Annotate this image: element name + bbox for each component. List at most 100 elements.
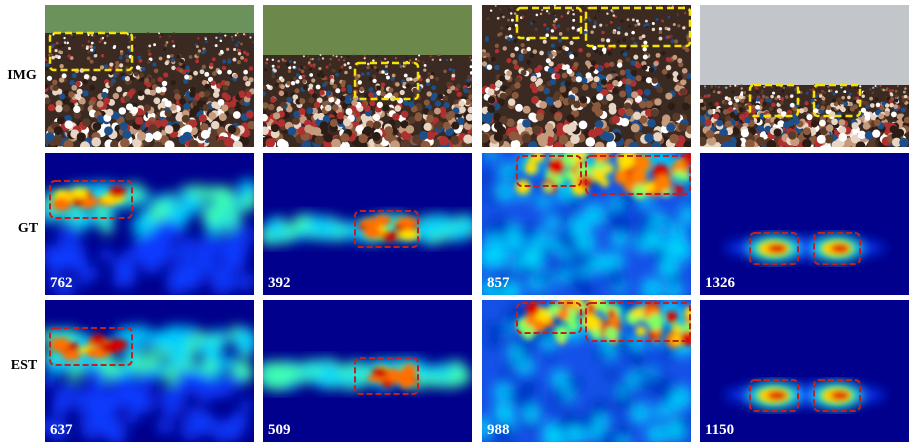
crowd-head [147,60,151,64]
crowd-head [415,114,422,121]
crowd-head [499,8,501,10]
crowd-head [265,62,268,65]
density-spot [545,216,559,230]
crowd-head [266,58,268,60]
crowd-head [384,58,386,60]
crowd-head [554,91,561,98]
crowd-head [170,54,174,58]
crowd-head [106,35,108,37]
crowd-head [629,142,639,152]
density-map: 762 [40,153,260,298]
crowd-head [625,87,632,94]
crowd-head [182,115,190,123]
crowd-head [91,76,96,81]
crowd-head [621,118,630,127]
crowd-head [171,66,175,70]
crowd-head [470,71,474,75]
crowd-head [573,62,578,67]
crowd-head [669,134,679,144]
crowd-head [204,37,206,39]
crowd-head [590,30,594,34]
crowd-head [120,138,130,148]
crowd-head [707,94,710,97]
crowd-head [889,103,894,108]
crowd-head [482,61,487,66]
crowd-head [891,111,897,117]
crowd-head [294,88,299,93]
crowd-head [874,119,881,126]
crowd-head [135,117,143,125]
crowd-head [280,84,285,89]
crowd-head [821,100,825,104]
crowd-head [621,20,624,23]
density-map: 988 [472,290,701,443]
crowd-head [594,22,597,25]
row-label: EST [11,358,38,373]
crowd-head [722,141,732,151]
crowd-head [856,141,866,151]
crowd-head [96,33,98,35]
crowd-head [682,103,690,111]
crowd-head [777,95,781,99]
crowd-head [760,92,763,95]
crowd-head [44,67,49,72]
crowd-head [215,37,217,39]
crowd-head [718,86,720,88]
density-map: 857 [472,143,701,305]
density-spot [101,222,114,235]
density-spot [569,216,590,237]
crowd-head [77,132,86,141]
density-spot [647,314,663,330]
crowd-head [506,25,509,28]
crowd-head [141,67,146,72]
crowd-photo [696,5,909,152]
crowd-head [203,50,206,53]
crowd-head [67,54,71,58]
crowd-head [537,85,544,92]
crowd-head [320,121,328,129]
crowd-head [686,125,695,134]
crowd-head [566,28,569,31]
crowd-head [82,118,90,126]
crowd-head [235,34,237,36]
crowd-head [171,40,174,43]
crowd-head [226,48,229,51]
crowd-head [448,111,455,118]
crowd-head [482,123,491,132]
crowd-head [55,105,62,112]
crowd-head [75,81,81,87]
crowd-head [90,48,93,51]
crowd-head [120,52,123,55]
crowd-head [282,60,285,63]
crowd-head [227,70,232,75]
density-spot [233,222,245,234]
crowd-head [488,88,495,95]
crowd-head [426,115,434,123]
density-spot [519,224,532,237]
crowd-head [730,112,736,118]
crowd-head [589,19,592,22]
crowd-head [231,36,233,38]
crowd-head [713,90,716,93]
crowd-head [668,103,676,111]
crowd-head [423,68,426,71]
density-map: 1150 [700,300,909,442]
crowd-head [279,91,284,96]
crowd-head [779,101,783,105]
crowd-head [733,103,738,108]
crowd-head [619,91,626,98]
crowd-head [848,102,852,106]
density-spot [187,344,198,355]
crowd-head [687,38,691,42]
density-spot [295,229,306,240]
density-spot [487,331,503,347]
density-spot [97,391,120,414]
crowd-head [374,66,377,69]
crowd-head [109,62,113,66]
crowd-head [826,124,834,132]
crowd-head [419,131,428,140]
count-label: 392 [268,275,291,291]
density-spot [212,336,223,347]
crowd-head [166,41,169,44]
crowd-head [418,55,420,57]
